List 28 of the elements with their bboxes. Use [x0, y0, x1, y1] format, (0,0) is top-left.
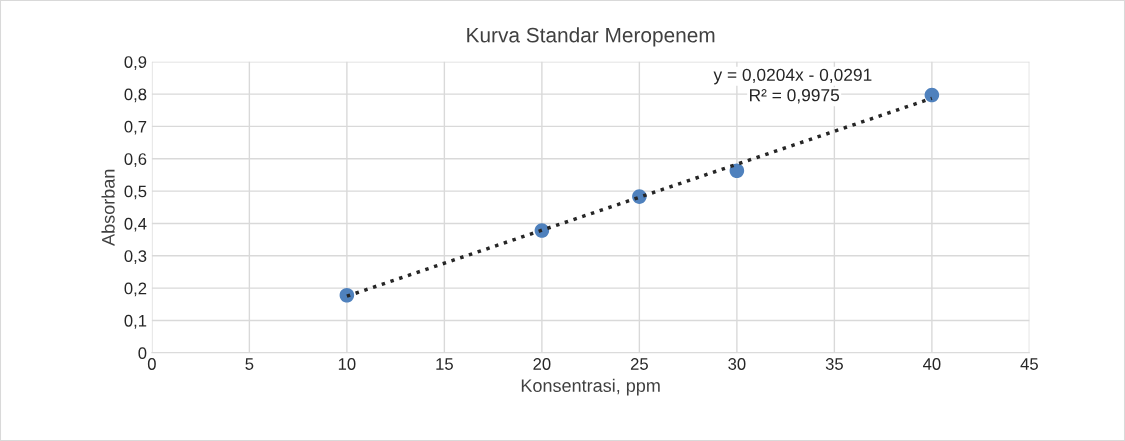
x-tick-label: 20 [533, 358, 551, 370]
x-tick-label: 5 [245, 358, 254, 370]
annotation: y = 0,0204x - 0,0291 [713, 68, 872, 85]
y-tick-label: 0,2 [124, 282, 147, 297]
x-axis-title: Konsentrasi, ppm [521, 378, 660, 396]
y-tick-label: 0 [138, 347, 147, 359]
y-tick-label: 0,6 [124, 153, 147, 167]
x-tick-label: 30 [728, 358, 746, 370]
x-tick-label: 40 [922, 358, 941, 370]
y-tick-label: 0,3 [124, 250, 147, 264]
x-tick-label: 25 [630, 358, 648, 370]
y-tick-label: 0,7 [124, 120, 147, 135]
x-tick-label: 35 [825, 358, 843, 370]
annotation: R² = 0,9975 [750, 89, 840, 104]
y-tick-label: 0,1 [124, 314, 147, 329]
chart-title: Kurva Standar Meropenem [467, 27, 715, 47]
y-tick-label: 0,8 [124, 88, 147, 103]
x-tick-label: 45 [1020, 358, 1038, 370]
y-tick-label: 0,4 [124, 217, 147, 232]
x-tick-label: 0 [147, 358, 156, 370]
y-tick-label: 0,9 [124, 56, 147, 70]
point [924, 87, 940, 103]
y-axis-title: Absorban [101, 169, 115, 246]
y-tick-label: 0,5 [124, 185, 147, 200]
point [339, 287, 355, 303]
point [729, 163, 745, 179]
x-tick-label: 10 [338, 358, 356, 370]
x-tick-label: 15 [436, 358, 453, 370]
